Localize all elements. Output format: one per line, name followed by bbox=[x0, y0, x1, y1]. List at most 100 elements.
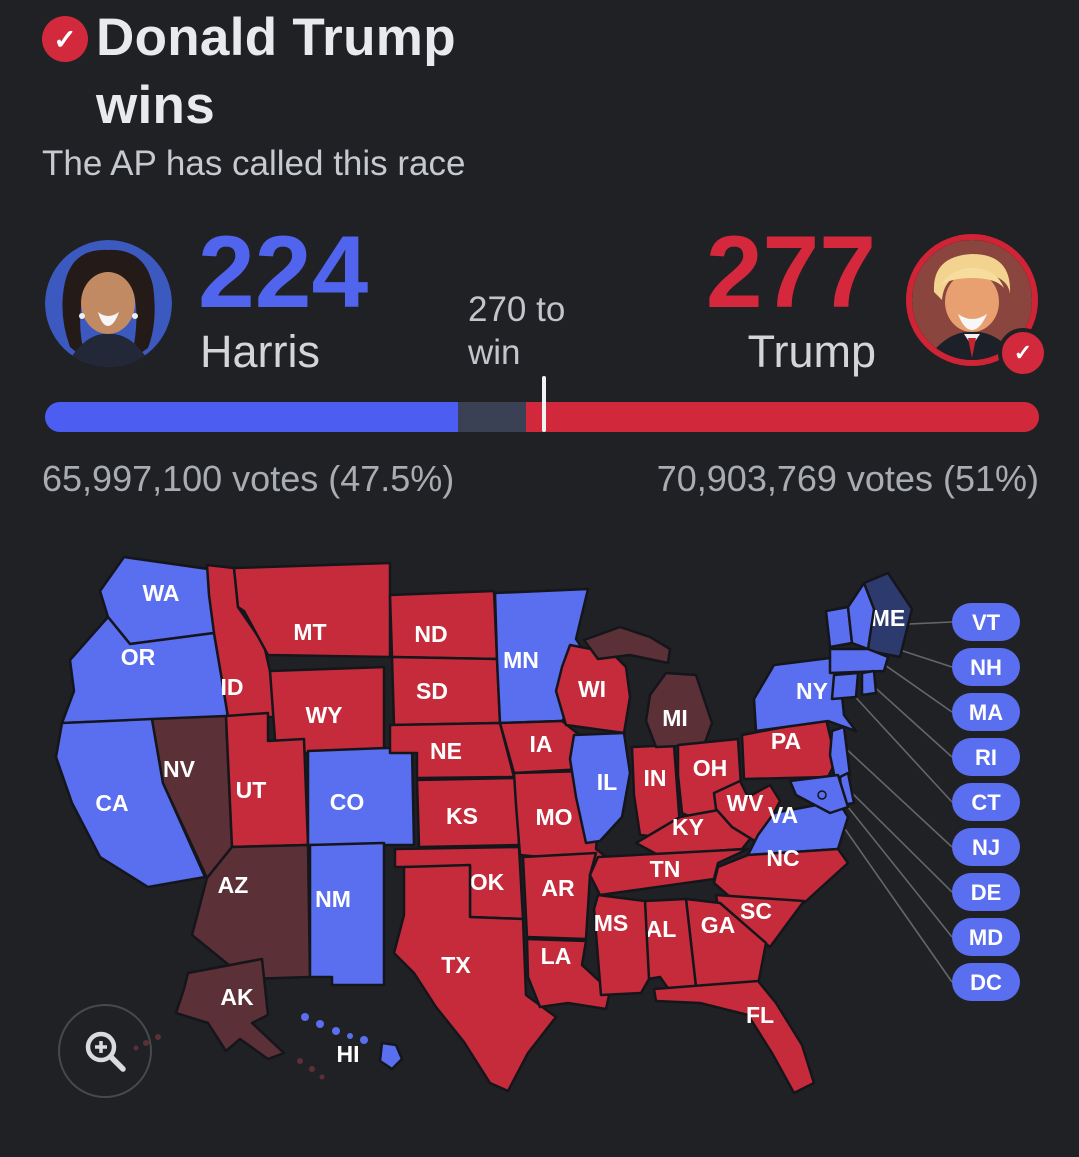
state-tx[interactable]: TX bbox=[392, 863, 558, 1093]
state-hi[interactable]: HI bbox=[301, 1013, 404, 1071]
state-pill-ri[interactable]: RI bbox=[952, 738, 1020, 776]
win-threshold-tick bbox=[541, 376, 546, 432]
harris-electoral-votes: 224 bbox=[198, 215, 369, 329]
trump-photo bbox=[912, 240, 1032, 360]
state-ct[interactable] bbox=[830, 671, 860, 701]
state-ak[interactable]: AK bbox=[133, 957, 325, 1080]
svg-text:MS: MS bbox=[594, 910, 629, 936]
threshold-line1: 270 to bbox=[468, 290, 566, 329]
bar-segment-uncalled bbox=[457, 402, 527, 432]
svg-text:IL: IL bbox=[597, 769, 617, 795]
svg-text:MO: MO bbox=[535, 804, 572, 830]
svg-text:CT: CT bbox=[971, 790, 1001, 815]
svg-text:KY: KY bbox=[672, 814, 704, 840]
state-ar[interactable]: AR bbox=[521, 851, 598, 941]
state-nd[interactable]: ND bbox=[388, 589, 499, 661]
state-co[interactable]: CO bbox=[306, 745, 416, 847]
state-al[interactable]: AL bbox=[643, 897, 698, 993]
svg-text:MN: MN bbox=[503, 647, 539, 673]
state-ks[interactable]: KS bbox=[415, 776, 521, 849]
svg-text:AR: AR bbox=[541, 875, 575, 901]
svg-text:AZ: AZ bbox=[218, 872, 249, 898]
svg-text:MD: MD bbox=[969, 925, 1003, 950]
winner-check-icon: ✓ bbox=[42, 16, 88, 62]
state-ms[interactable]: MS bbox=[592, 893, 651, 997]
trump-electoral-votes: 277 bbox=[705, 215, 876, 329]
state-la[interactable]: LA bbox=[525, 937, 612, 1011]
state-pill-ct[interactable]: CT bbox=[952, 783, 1020, 821]
harris-photo bbox=[45, 240, 172, 367]
state-pa[interactable]: PA bbox=[740, 717, 838, 781]
state-pill-de[interactable]: DE bbox=[952, 873, 1020, 911]
threshold-line2: win bbox=[468, 333, 521, 372]
svg-text:NJ: NJ bbox=[972, 835, 1000, 860]
svg-text:IN: IN bbox=[644, 765, 667, 791]
threshold-label: 270 to win bbox=[468, 288, 565, 374]
state-pill-nh[interactable]: NH bbox=[952, 648, 1020, 686]
bar-segment-trump bbox=[526, 402, 1039, 432]
svg-text:CO: CO bbox=[330, 789, 365, 815]
state-nm[interactable]: NM bbox=[308, 841, 386, 987]
svg-text:TN: TN bbox=[650, 856, 681, 882]
electoral-bar-track bbox=[45, 402, 1039, 432]
svg-text:HI: HI bbox=[337, 1041, 360, 1067]
state-pill-vt[interactable]: VT bbox=[952, 603, 1020, 641]
svg-text:PA: PA bbox=[771, 728, 801, 754]
state-mt[interactable]: MT bbox=[232, 561, 392, 659]
state-tn[interactable]: TN bbox=[588, 847, 750, 897]
trump-avatar bbox=[906, 234, 1038, 366]
state-pill-ma[interactable]: MA bbox=[952, 693, 1020, 731]
trump-popular-votes: 70,903,769 votes (51%) bbox=[656, 458, 1039, 499]
state-fl[interactable]: FL bbox=[652, 979, 816, 1095]
state-nc[interactable]: NC bbox=[712, 845, 850, 905]
state-ma[interactable] bbox=[828, 647, 890, 675]
leader-line-md bbox=[839, 796, 953, 938]
svg-text:AK: AK bbox=[220, 984, 254, 1010]
state-pill-dc[interactable]: DC bbox=[952, 963, 1020, 1001]
electoral-bar bbox=[45, 376, 1039, 432]
svg-text:FL: FL bbox=[746, 1002, 774, 1028]
state-dc[interactable] bbox=[817, 790, 827, 800]
zoom-in-button[interactable] bbox=[58, 1004, 152, 1098]
state-wi[interactable]: WI bbox=[554, 643, 632, 735]
svg-text:NH: NH bbox=[970, 655, 1002, 680]
svg-text:NE: NE bbox=[430, 738, 462, 764]
state-nh[interactable] bbox=[846, 581, 876, 651]
svg-text:WI: WI bbox=[578, 676, 606, 702]
svg-text:MT: MT bbox=[293, 619, 326, 645]
harris-avatar bbox=[45, 240, 172, 367]
svg-text:WV: WV bbox=[726, 790, 764, 816]
state-ga[interactable]: GA bbox=[684, 897, 768, 989]
svg-text:RI: RI bbox=[975, 745, 997, 770]
svg-text:ND: ND bbox=[414, 621, 447, 647]
state-ri[interactable] bbox=[860, 669, 878, 697]
state-pill-md[interactable]: MD bbox=[952, 918, 1020, 956]
leader-line-ct bbox=[847, 688, 953, 803]
svg-text:OH: OH bbox=[693, 755, 728, 781]
bar-segment-harris bbox=[45, 402, 458, 432]
state-ny[interactable]: NY bbox=[752, 655, 858, 733]
leader-line-nj bbox=[841, 744, 953, 848]
svg-text:ME: ME bbox=[871, 605, 906, 631]
svg-text:DE: DE bbox=[971, 880, 1002, 905]
svg-text:MI: MI bbox=[662, 705, 688, 731]
title-line1: Donald Trump bbox=[96, 8, 456, 67]
harris-name: Harris bbox=[200, 326, 320, 377]
svg-text:WA: WA bbox=[142, 580, 179, 606]
svg-text:VT: VT bbox=[972, 610, 1001, 635]
state-ne[interactable]: NE bbox=[388, 721, 516, 780]
svg-text:GA: GA bbox=[701, 912, 736, 938]
state-sd[interactable]: SD bbox=[390, 655, 502, 727]
state-mi[interactable]: MI bbox=[582, 625, 714, 749]
state-il[interactable]: IL bbox=[568, 731, 632, 845]
zoom-in-icon bbox=[85, 1031, 126, 1072]
svg-text:AL: AL bbox=[646, 916, 677, 942]
us-electoral-map: WA OR CA NV ID MT WY UT CO AZ bbox=[54, 555, 1020, 1095]
svg-text:UT: UT bbox=[236, 777, 267, 803]
title-line2: wins bbox=[96, 76, 216, 135]
svg-text:LA: LA bbox=[541, 943, 572, 969]
state-pill-nj[interactable]: NJ bbox=[952, 828, 1020, 866]
trump-name: Trump bbox=[747, 326, 876, 377]
svg-text:NV: NV bbox=[163, 756, 196, 782]
